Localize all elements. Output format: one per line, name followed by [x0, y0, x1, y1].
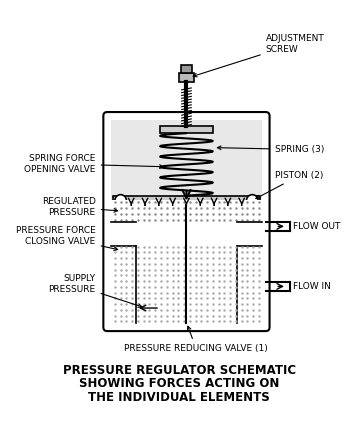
Bar — [111, 246, 262, 323]
Text: SPRING (3): SPRING (3) — [217, 145, 325, 154]
Bar — [111, 200, 262, 222]
Text: SUPPLY
PRESSURE: SUPPLY PRESSURE — [49, 274, 142, 307]
Text: SPRING FORCE
OPENING VALVE: SPRING FORCE OPENING VALVE — [24, 154, 163, 173]
Circle shape — [115, 195, 126, 206]
FancyBboxPatch shape — [179, 73, 194, 82]
Bar — [111, 120, 262, 200]
Bar — [113, 196, 260, 205]
FancyBboxPatch shape — [181, 65, 192, 73]
Text: PRESSURE REGULATOR SCHEMATIC: PRESSURE REGULATOR SCHEMATIC — [63, 364, 296, 377]
Bar — [160, 127, 214, 133]
Circle shape — [246, 195, 258, 206]
Text: REGULATED
PRESSURE: REGULATED PRESSURE — [42, 197, 118, 217]
Text: THE INDIVIDUAL ELEMENTS: THE INDIVIDUAL ELEMENTS — [89, 391, 270, 404]
Text: FLOW IN: FLOW IN — [293, 282, 330, 291]
Text: PISTON (2): PISTON (2) — [256, 171, 324, 199]
Text: ADJUSTMENT
SCREW: ADJUSTMENT SCREW — [193, 34, 324, 77]
Text: SHOWING FORCES ACTING ON: SHOWING FORCES ACTING ON — [79, 377, 279, 390]
Text: PRESSURE FORCE
CLOSING VALVE: PRESSURE FORCE CLOSING VALVE — [16, 226, 118, 251]
Text: FLOW OUT: FLOW OUT — [293, 222, 340, 231]
Text: PRESSURE REDUCING VALVE (1): PRESSURE REDUCING VALVE (1) — [124, 326, 268, 353]
FancyBboxPatch shape — [103, 112, 270, 331]
